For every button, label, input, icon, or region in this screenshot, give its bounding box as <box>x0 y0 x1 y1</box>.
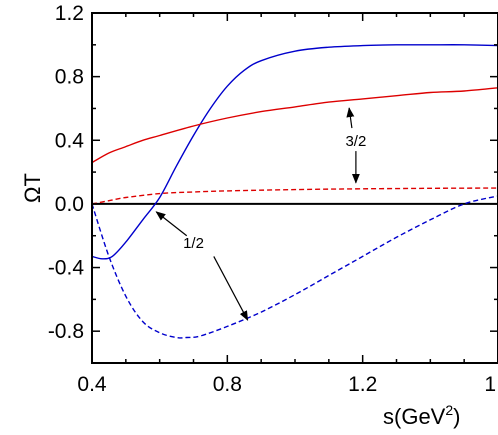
series-line-2 <box>91 195 498 339</box>
x-axis-title-main: s(GeV <box>383 404 446 429</box>
x-tick-label: 0.4 <box>77 373 107 396</box>
arrow-1-2-dashed <box>213 256 249 321</box>
y-tick-label: 0.8 <box>55 66 84 89</box>
series-line-4 <box>91 187 498 205</box>
ticks: 0.4 0.8 1.2 1 -0.8 -0.4 0.0 0.4 0.8 1.2 <box>48 2 498 396</box>
series-line-1 <box>91 44 498 260</box>
annotations: 3/2 1/2 <box>155 107 366 321</box>
y-tick-label: -0.4 <box>48 257 85 280</box>
plot-lines <box>91 44 498 339</box>
x-tick-label: 1.2 <box>348 373 377 396</box>
series-line-3 <box>91 87 498 164</box>
x-tick-label: 0.8 <box>213 373 242 396</box>
x-axis-title-end: ) <box>453 404 460 429</box>
y-axis-title: ΩT <box>20 173 45 203</box>
x-axis-title-sup: 2 <box>445 402 453 418</box>
x-tick-label: 1 <box>484 373 496 396</box>
arrow-1-2-solid <box>155 211 188 237</box>
y-tick-label: -0.8 <box>48 320 84 343</box>
y-tick-label: 0.4 <box>55 129 85 152</box>
annotation-3-2: 3/2 <box>345 133 366 150</box>
y-tick-label: 0.0 <box>55 193 84 216</box>
y-tick-label: 1.2 <box>55 2 84 25</box>
arrow-3-2-solid <box>346 107 355 129</box>
annotation-1-2: 1/2 <box>183 235 204 252</box>
x-axis-title: s(GeV2) <box>383 402 460 429</box>
